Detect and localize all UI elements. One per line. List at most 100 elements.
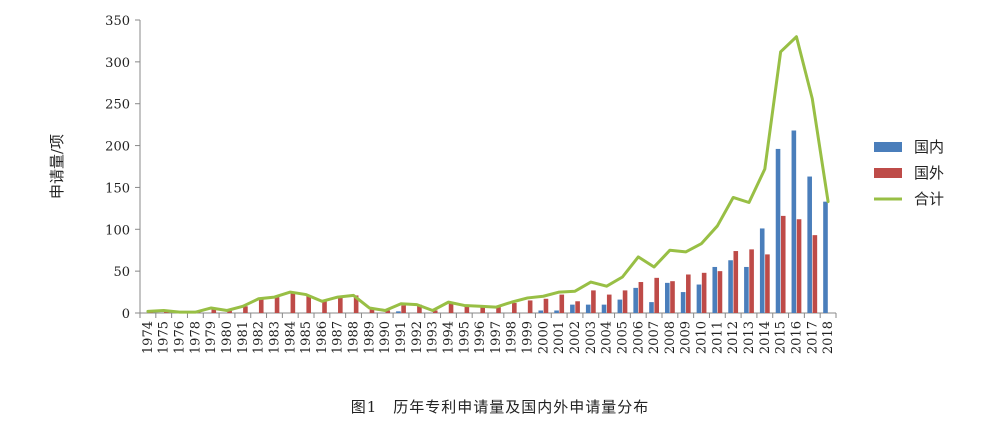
x-tick-label: 1992	[410, 321, 425, 354]
domestic-bar	[791, 130, 797, 313]
x-tick-label: 1989	[362, 321, 377, 354]
x-tick-label: 2018	[821, 321, 836, 354]
y-tick-label: 50	[113, 265, 130, 280]
x-tick-label: 1984	[283, 321, 298, 354]
x-tick-label: 1991	[394, 321, 409, 354]
foreign-bar	[432, 310, 438, 313]
domestic-bar	[649, 302, 654, 313]
domestic-bar	[680, 292, 686, 313]
domestic-bar	[396, 311, 401, 313]
x-tick-label: 2002	[568, 321, 583, 354]
foreign-bar	[749, 249, 754, 313]
domestic-bar	[601, 304, 607, 313]
x-tick-label: 2005	[615, 321, 630, 354]
x-tick-label: 2003	[584, 321, 599, 354]
y-tick-label: 100	[105, 223, 130, 238]
legend-label: 合计	[914, 190, 944, 208]
foreign-bar	[638, 282, 644, 313]
legend-swatch-domestic	[874, 142, 902, 152]
foreign-bar	[448, 302, 454, 313]
domestic-bar	[759, 228, 765, 313]
domestic-bar	[712, 266, 718, 313]
foreign-bar	[496, 307, 501, 313]
x-tick-label: 1997	[489, 321, 504, 354]
foreign-bar	[512, 302, 517, 313]
domestic-bar	[696, 284, 702, 313]
x-tick-label: 2004	[600, 321, 615, 354]
domestic-bar	[570, 304, 575, 313]
domestic-bar	[538, 310, 544, 313]
x-tick-label: 1975	[157, 321, 172, 354]
foreign-bar	[543, 298, 549, 313]
x-tick-label: 2010	[695, 321, 710, 354]
x-tick-label: 2017	[805, 321, 820, 354]
x-tick-label: 1983	[267, 321, 282, 354]
x-tick-label: 1993	[426, 321, 441, 354]
x-tick-label: 1981	[236, 321, 251, 354]
x-tick-label: 1976	[173, 321, 188, 354]
domestic-bar	[744, 266, 749, 313]
y-tick-label: 0	[122, 307, 130, 322]
foreign-bar	[591, 290, 596, 313]
x-tick-label: 2009	[679, 321, 694, 354]
foreign-bar	[701, 272, 707, 313]
foreign-bar	[322, 301, 327, 313]
y-tick-labels: 0 50 100 150 200 250 300 350	[105, 14, 130, 322]
foreign-bar	[258, 298, 264, 313]
foreign-bar	[575, 301, 580, 313]
x-tick-label: 2006	[631, 321, 646, 354]
x-tick-label: 2011	[710, 321, 725, 354]
foreign-bar	[401, 305, 406, 313]
foreign-bar	[290, 292, 296, 313]
foreign-bar	[417, 304, 422, 313]
foreign-bar	[369, 307, 375, 313]
bars	[148, 130, 828, 313]
x-tick-label: 2001	[552, 321, 567, 354]
y-axis-label: 申请量/项	[48, 134, 66, 199]
y-tick-label: 300	[105, 56, 130, 71]
figure-caption: 图1 历年专利申请量及国内外申请量分布	[350, 398, 650, 416]
x-tick-label: 1988	[347, 321, 362, 354]
foreign-bar	[227, 310, 232, 313]
foreign-bar	[385, 310, 391, 313]
x-tick-label: 1980	[220, 321, 235, 354]
foreign-bar	[527, 300, 533, 313]
x-tick-labels: 1974 1975 1976 1978 1979 1980 1981 1982 1983 1984…	[141, 321, 836, 354]
x-tick-label: 2015	[774, 321, 789, 354]
x-tick-label: 2007	[647, 321, 662, 354]
x-tick-label: 1982	[252, 321, 267, 354]
legend-label: 国外	[914, 164, 944, 182]
foreign-bar	[796, 219, 802, 313]
foreign-bar	[480, 306, 485, 313]
x-tick-label: 1994	[441, 321, 456, 354]
foreign-bar	[686, 274, 691, 313]
y-axis-label-group: 申请量/项	[48, 134, 66, 199]
foreign-bar	[654, 277, 659, 313]
domestic-bar	[665, 282, 670, 313]
foreign-bar	[353, 295, 359, 313]
foreign-bar	[812, 235, 818, 313]
domestic-bar	[728, 260, 733, 313]
x-tick-label: 2013	[742, 321, 757, 354]
y-tick-label: 250	[105, 98, 130, 113]
x-tick-label: 1996	[473, 321, 488, 354]
foreign-bar	[306, 295, 311, 313]
domestic-bar	[585, 304, 591, 313]
legend-swatch-foreign	[874, 168, 902, 178]
foreign-bar	[622, 290, 628, 313]
x-tick-label: 2014	[758, 321, 773, 354]
foreign-bar	[606, 294, 612, 313]
foreign-bar	[243, 306, 248, 313]
foreign-bar	[780, 215, 786, 313]
x-tick-label: 2012	[726, 321, 741, 354]
domestic-bar	[823, 201, 828, 313]
x-tick-label: 1979	[204, 321, 219, 354]
x-tick-label: 1978	[188, 321, 203, 354]
x-tick-label: 1999	[521, 321, 536, 354]
x-tick-label: 1998	[505, 321, 520, 354]
x-tick-label: 2000	[536, 321, 551, 354]
domestic-bar	[807, 176, 812, 313]
x-tick-label: 1985	[299, 321, 314, 354]
